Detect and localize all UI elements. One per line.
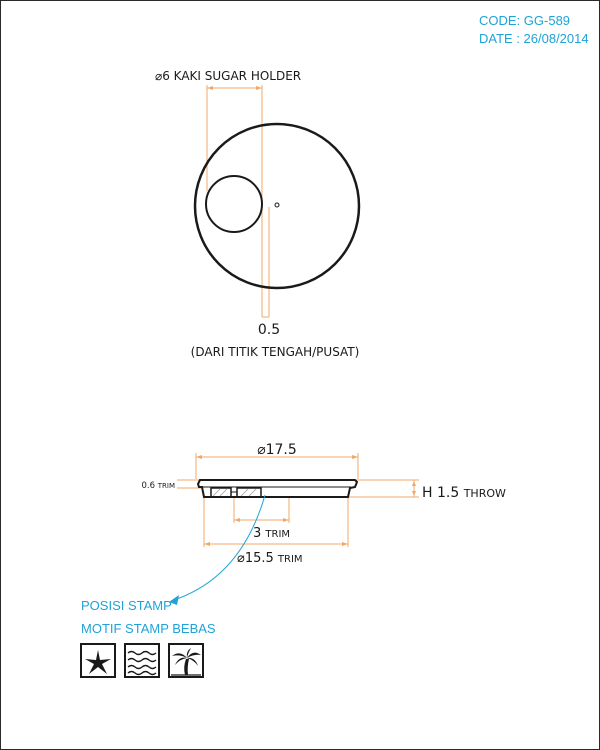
arrowhead: [256, 86, 262, 90]
arrowhead: [207, 86, 213, 90]
height-label: H 1.5 THROW: [422, 485, 506, 501]
stamp-hatch: [212, 488, 257, 497]
stamp-motif-label: MOTIF STAMP BEBAS: [81, 621, 216, 636]
offset-note: (DARI TITIK TENGAH/PUSAT): [191, 345, 360, 359]
stamp-pointer-arrowhead: [169, 595, 179, 605]
base-diameter-label: ⌀15.5 TRIM: [237, 551, 303, 566]
trim-thickness-label: 0.6 TRIM: [142, 481, 175, 491]
part-profile: [196, 479, 359, 498]
inner-trim-label: 3 TRIM: [253, 526, 290, 541]
top-view: ⌀6 KAKI SUGAR HOLDER 0.5 (DARI TITIK TEN…: [155, 69, 361, 359]
center-point: [274, 202, 280, 208]
holder-diameter-label: ⌀6 KAKI SUGAR HOLDER: [155, 69, 301, 83]
stamp-position-label: POSISI STAMP: [81, 598, 172, 613]
starfish-icon: [80, 643, 116, 678]
stamp-section: POSISI STAMP MOTIF STAMP BEBAS: [80, 494, 266, 678]
side-arrowheads: [196, 455, 416, 546]
side-view: ⌀17.5: [142, 442, 506, 566]
palm-tree-icon: [168, 643, 204, 678]
sugar-holder-circle: [205, 175, 263, 233]
drawing-date: DATE : 26/08/2014: [479, 31, 589, 46]
outer-diameter-label: ⌀17.5: [257, 442, 297, 458]
side-dimension-lines: [177, 453, 419, 547]
stamp-pointer-line: [170, 494, 266, 602]
drawing-code: CODE: GG-589: [479, 13, 570, 28]
waves-icon: [124, 643, 160, 678]
outer-circle: [193, 122, 361, 290]
holder-dimension-lines: [206, 85, 270, 318]
offset-value: 0.5: [258, 322, 280, 338]
